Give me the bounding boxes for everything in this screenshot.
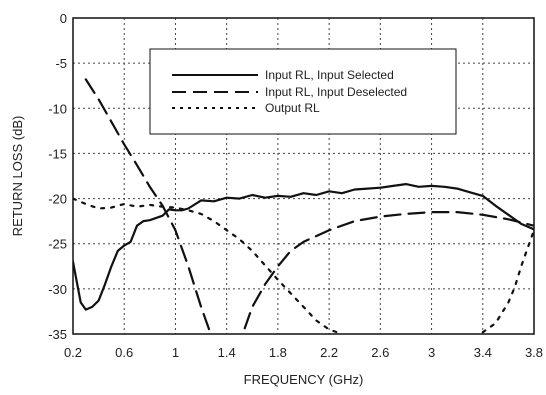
y-tick-label: -35 bbox=[48, 327, 67, 342]
y-tick-label: -30 bbox=[48, 282, 67, 297]
x-tick-label: 1 bbox=[172, 345, 179, 360]
legend-label-input-deselected: Input RL, Input Deselected bbox=[265, 85, 407, 99]
x-tick-label: 1.8 bbox=[269, 345, 287, 360]
y-tick-label: -5 bbox=[55, 56, 67, 71]
x-tick-label: 3.4 bbox=[474, 345, 492, 360]
x-axis-label: FREQUENCY (GHz) bbox=[244, 372, 364, 387]
x-tick-label: 0.6 bbox=[115, 345, 133, 360]
series-layer bbox=[73, 78, 534, 334]
x-tick-label: 3 bbox=[428, 345, 435, 360]
series-line-input-rl-input-deselected bbox=[84, 78, 534, 334]
y-tick-labels: 0 -5 -10 -15 -20 -25 -30 -35 bbox=[48, 11, 67, 342]
legend-label-input-selected: Input RL, Input Selected bbox=[265, 68, 394, 82]
y-tick-label: -15 bbox=[48, 146, 67, 161]
y-tick-label: -25 bbox=[48, 237, 67, 252]
series-line-input-rl-input-selected bbox=[73, 183, 534, 311]
y-tick-label: -10 bbox=[48, 101, 67, 116]
y-tick-label: -20 bbox=[48, 192, 67, 207]
legend: Input RL, Input Selected Input RL, Input… bbox=[149, 48, 457, 135]
x-tick-label: 3.8 bbox=[525, 345, 543, 360]
y-tick-label: 0 bbox=[60, 11, 67, 26]
x-tick-label: 1.4 bbox=[218, 345, 236, 360]
legend-label-output-rl: Output RL bbox=[265, 101, 320, 115]
series-line-output-rl-tail bbox=[481, 229, 534, 334]
y-axis-label: RETURN LOSS (dB) bbox=[10, 116, 25, 237]
x-tick-labels: 0.2 0.6 1 1.4 1.8 2.2 2.6 3 3.4 3.8 bbox=[64, 345, 543, 360]
plot-frame bbox=[72, 17, 535, 335]
x-tick-label: 2.6 bbox=[371, 345, 389, 360]
x-tick-label: 2.2 bbox=[320, 345, 338, 360]
x-tick-label: 0.2 bbox=[64, 345, 82, 360]
series-line-output-rl bbox=[73, 197, 343, 334]
